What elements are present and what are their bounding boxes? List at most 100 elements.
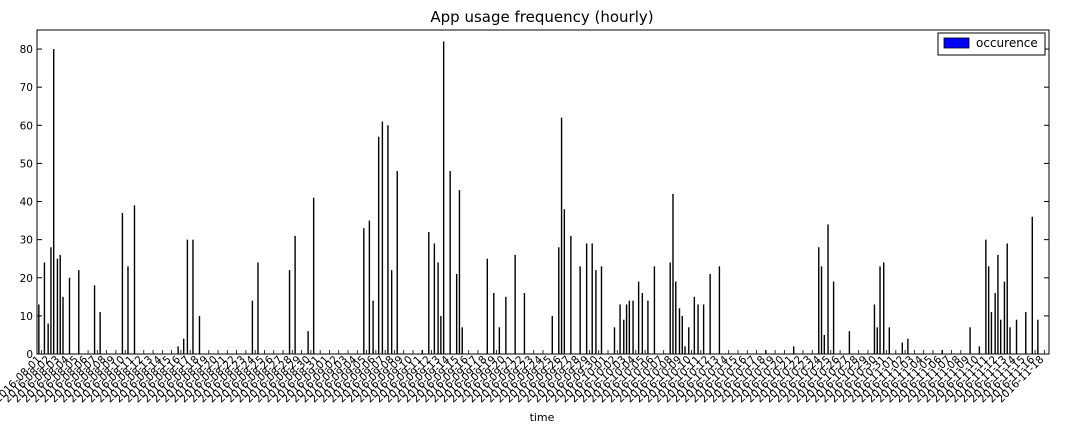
bar <box>368 220 371 354</box>
y-tick-label: 80 <box>20 44 33 56</box>
bar <box>1000 319 1002 354</box>
bar <box>628 300 631 354</box>
bar <box>832 281 835 354</box>
bar <box>1031 216 1033 354</box>
bar <box>381 121 384 354</box>
bar <box>377 136 380 354</box>
bar <box>449 171 451 354</box>
bar <box>876 327 878 354</box>
bar <box>653 266 656 354</box>
bar <box>186 239 189 354</box>
plot-frame <box>36 29 1050 355</box>
bar <box>990 312 993 354</box>
bar <box>387 125 389 354</box>
bar <box>396 171 398 354</box>
bar <box>493 293 495 354</box>
bar <box>570 235 572 354</box>
bar <box>50 247 52 354</box>
bar <box>121 212 124 354</box>
bar <box>693 296 696 354</box>
bar <box>514 254 516 354</box>
bar <box>879 266 881 354</box>
bar <box>969 327 971 354</box>
y-tick-label: 70 <box>20 82 33 94</box>
bar <box>709 273 711 354</box>
bar <box>623 319 625 354</box>
bar <box>99 312 101 354</box>
bar <box>820 266 823 354</box>
bar <box>888 327 891 354</box>
bar <box>873 304 876 354</box>
bar <box>688 327 690 354</box>
bar <box>702 304 705 354</box>
bar <box>486 258 488 354</box>
bar <box>182 338 185 354</box>
bar <box>641 293 644 354</box>
bar <box>681 315 683 354</box>
bar <box>43 262 46 354</box>
bar <box>697 304 699 354</box>
bar <box>437 262 439 354</box>
bar <box>505 296 507 354</box>
bar <box>461 327 463 354</box>
y-tick-label: 20 <box>20 273 33 285</box>
bar <box>827 224 829 354</box>
bar <box>1025 312 1027 354</box>
bar <box>718 266 721 354</box>
y-tick-label: 50 <box>20 158 33 170</box>
bar <box>59 254 61 354</box>
bar <box>1037 319 1039 354</box>
bar <box>498 327 501 354</box>
chart-title: App usage frequency (hourly) <box>430 8 653 26</box>
bar <box>523 293 526 354</box>
bar <box>987 266 990 354</box>
bar <box>684 346 686 354</box>
bar <box>198 315 201 354</box>
y-tick-label: 60 <box>20 120 33 132</box>
bar <box>675 281 677 354</box>
bar <box>994 293 996 354</box>
bar <box>307 331 309 354</box>
bar <box>907 338 909 354</box>
bar <box>585 243 588 354</box>
bar <box>133 205 136 354</box>
bar <box>78 270 80 354</box>
bar <box>47 323 49 354</box>
bar <box>53 49 55 354</box>
bar <box>678 308 681 354</box>
bar <box>647 300 649 354</box>
bar <box>625 304 628 354</box>
bar <box>1003 281 1006 354</box>
bar <box>251 300 254 354</box>
bar <box>669 262 671 354</box>
bar <box>177 346 179 354</box>
bar <box>632 300 634 354</box>
bar <box>985 239 987 354</box>
y-tick-label: 30 <box>20 235 33 247</box>
bar <box>823 334 826 354</box>
bar <box>551 315 553 354</box>
y-tick-label: 0 <box>26 349 33 361</box>
bar <box>56 258 59 354</box>
bar <box>560 117 563 354</box>
x-axis-title: time <box>530 411 555 424</box>
bar <box>613 327 616 354</box>
bar <box>591 243 593 354</box>
legend-label: occurence <box>976 36 1038 50</box>
bar <box>563 209 566 354</box>
bar <box>390 270 393 354</box>
legend-swatch <box>943 37 970 49</box>
bar <box>38 304 40 354</box>
bar <box>1015 319 1018 354</box>
bar <box>883 262 885 354</box>
bar <box>818 247 820 354</box>
legend: occurence <box>937 32 1046 56</box>
bar <box>637 281 640 354</box>
bar <box>372 300 374 354</box>
bar <box>93 285 96 354</box>
bar <box>901 342 904 354</box>
bar <box>312 197 315 354</box>
bar <box>440 315 442 354</box>
bar <box>294 235 296 354</box>
